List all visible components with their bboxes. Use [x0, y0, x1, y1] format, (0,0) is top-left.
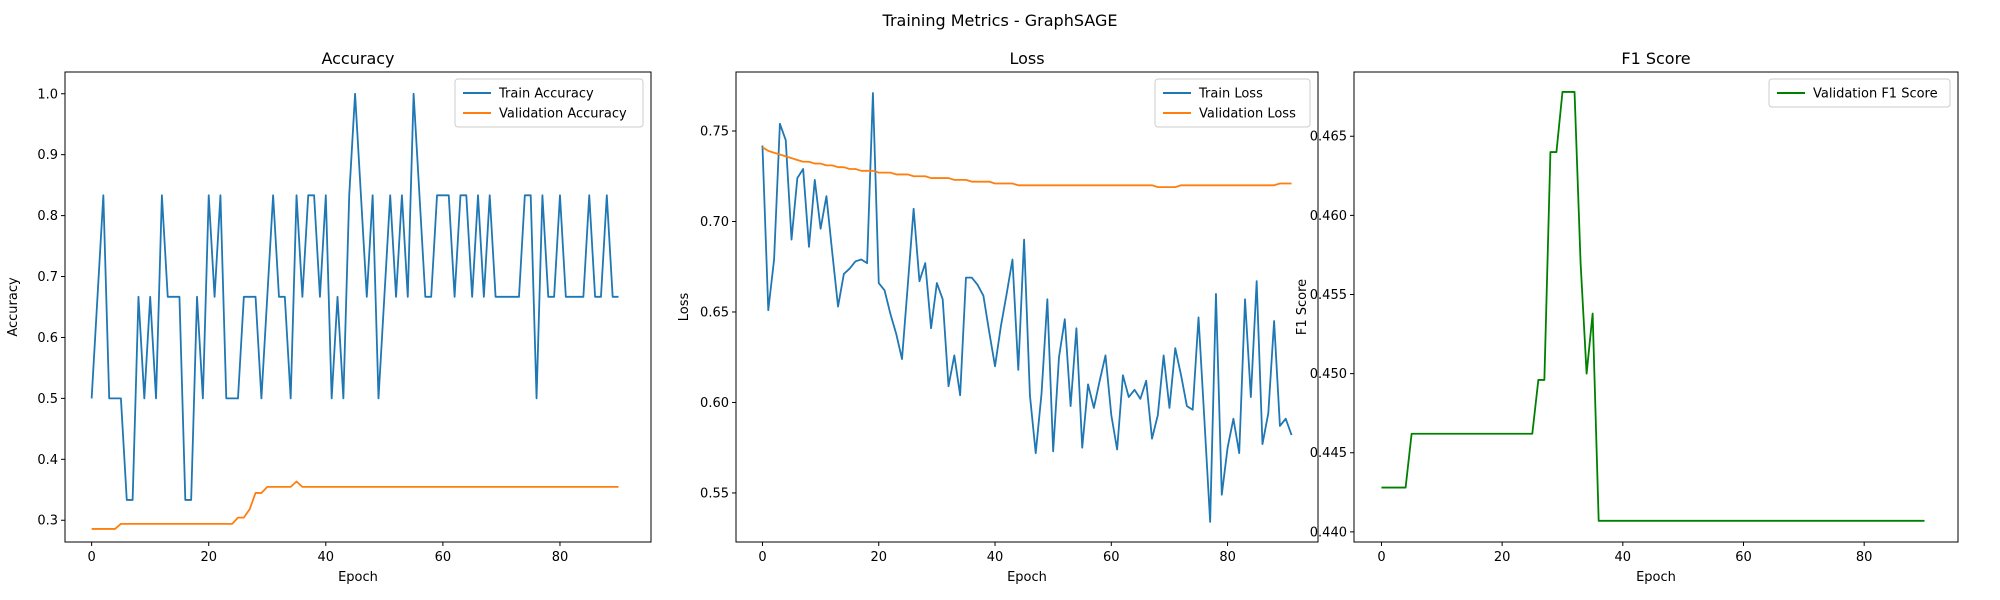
legend: Validation F1 Score [1768, 78, 1951, 108]
y-tick-label: 0.6 [37, 331, 58, 346]
series-line-1 [761, 92, 1293, 523]
legend-entry: Train Loss [1198, 87, 1263, 102]
y-tick-label: 0.8 [37, 209, 58, 224]
y-axis-label: Loss [677, 293, 692, 322]
x-tick-label: 0 [87, 550, 95, 565]
x-tick-label: 20 [200, 550, 217, 565]
axes-frame [1353, 71, 1959, 543]
legend-box [1768, 78, 1951, 108]
x-tick-label: 80 [1856, 550, 1873, 565]
y-axis-label: F1 Score [1295, 279, 1310, 335]
figure-title: Training Metrics - GraphSAGE [882, 11, 1118, 30]
series-lines [90, 92, 619, 530]
x-tick-label: 0 [1377, 550, 1385, 565]
y-tick-label: 0.65 [700, 305, 729, 320]
axes-frame [64, 71, 652, 543]
x-tick-label: 20 [1494, 550, 1511, 565]
legend: Train Loss Validation Loss [1154, 78, 1311, 128]
axes-frame [735, 71, 1319, 543]
y-tick-label: 0.9 [37, 148, 58, 163]
x-axis-label: Epoch [1636, 570, 1676, 585]
legend: Train Accuracy Validation Accuracy [454, 78, 644, 128]
x-tick-label: 40 [318, 550, 335, 565]
y-tick-label: 0.5 [37, 392, 58, 407]
y-tick-label: 0.445 [1310, 446, 1347, 461]
y-tick-label: 0.450 [1310, 367, 1347, 382]
x-tick-label: 40 [987, 550, 1004, 565]
legend-entry: Validation Accuracy [499, 107, 627, 122]
x-tick-label: 20 [870, 550, 887, 565]
chart-2: Loss 0 20 40 60 80 0.55 0.60 0.65 0.70 0.75 Epoch Lo… [677, 49, 1319, 585]
x-tick-label: 40 [1615, 550, 1632, 565]
legend-entry: Validation F1 Score [1813, 87, 1938, 102]
y-tick-label: 0.440 [1310, 525, 1347, 540]
x-tick-label: 60 [1103, 550, 1120, 565]
series-line-1 [1381, 91, 1925, 522]
series-line-1 [90, 92, 619, 501]
y-tick-label: 0.4 [37, 453, 58, 468]
chart-title: Accuracy [321, 49, 394, 68]
y-tick-label: 0.75 [700, 124, 729, 139]
x-tick-label: 0 [758, 550, 766, 565]
series-lines [761, 92, 1293, 523]
y-tick-label: 0.460 [1310, 209, 1347, 224]
y-tick-label: 0.455 [1310, 288, 1347, 303]
y-tick-label: 0.3 [37, 514, 58, 529]
y-tick-label: 0.7 [37, 270, 58, 285]
x-axis-label: Epoch [338, 570, 378, 585]
y-tick-label: 1.0 [37, 87, 58, 102]
y-tick-label: 0.60 [700, 396, 729, 411]
legend-box [1154, 78, 1311, 128]
legend-box [454, 78, 644, 128]
x-tick-label: 60 [435, 550, 452, 565]
y-tick-label: 0.465 [1310, 130, 1347, 145]
y-axis-label: Accuracy [6, 277, 21, 337]
x-tick-label: 80 [552, 550, 569, 565]
y-tick-label: 0.70 [700, 215, 729, 230]
x-tick-label: 60 [1735, 550, 1752, 565]
x-tick-label: 80 [1219, 550, 1236, 565]
legend-entry: Train Accuracy [498, 87, 594, 102]
series-line-2 [91, 480, 619, 530]
legend-entry: Validation Loss [1199, 107, 1296, 122]
chart-1: Accuracy 0 20 40 60 80 0.3 0.4 0.5 0.6 0.7 0.8 0.9 1.… [6, 49, 652, 585]
chart-3: F1 Score 0 20 40 60 80 0.440 0.445 0.450 0.455 0.4… [1295, 49, 1959, 585]
series-line-2 [761, 146, 1292, 189]
chart-title: F1 Score [1621, 49, 1690, 68]
series-lines [1381, 91, 1925, 522]
y-tick-label: 0.55 [700, 486, 729, 501]
x-axis-label: Epoch [1007, 570, 1047, 585]
chart-title: Loss [1009, 49, 1044, 68]
